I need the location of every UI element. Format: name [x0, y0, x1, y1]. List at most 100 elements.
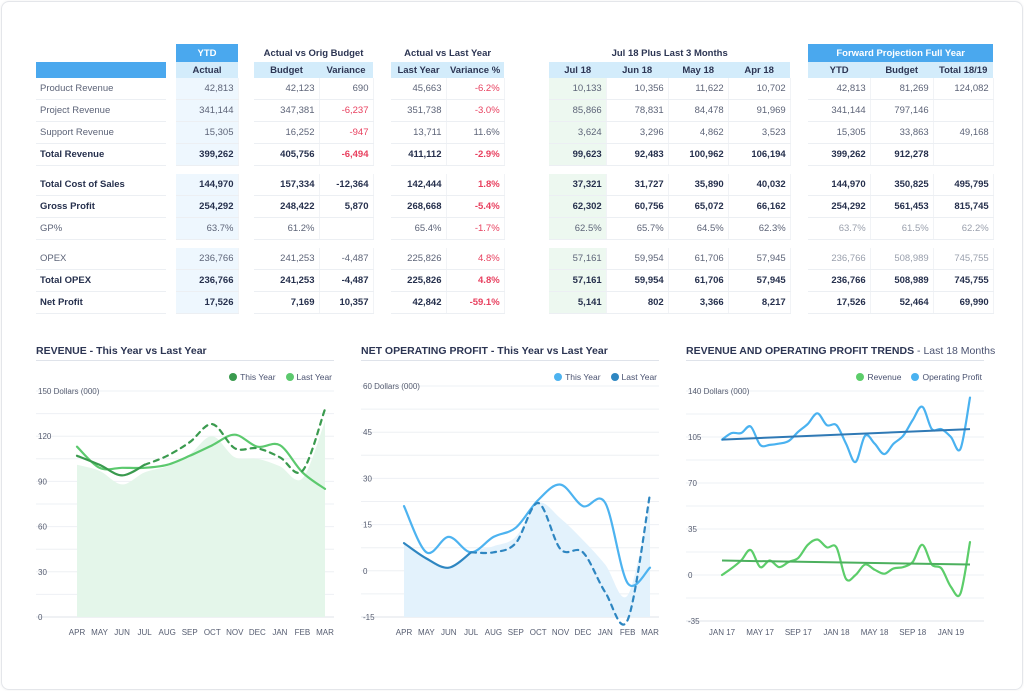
- table-cell: 64.5%: [668, 217, 729, 240]
- table-cell: 411,112: [391, 143, 447, 166]
- data-point: [806, 422, 810, 426]
- table-cell: 59,954: [606, 248, 669, 270]
- table-cell: [319, 217, 374, 240]
- row-label: Gross Profit: [36, 195, 166, 218]
- row-label: OPEX: [36, 248, 166, 270]
- table-cell: 62.2%: [933, 217, 994, 240]
- column-header: Budget: [870, 62, 934, 78]
- y-tick-label: 140 Dollars (000): [688, 387, 750, 396]
- data-point: [882, 572, 886, 576]
- table-cell: -2.9%: [446, 143, 505, 166]
- table-cell: 52,464: [870, 291, 934, 314]
- x-tick-label: OCT: [530, 628, 547, 637]
- table-cell: 92,483: [606, 143, 669, 166]
- legend-item[interactable]: This Year: [229, 372, 276, 382]
- data-point: [210, 443, 214, 447]
- data-point: [143, 463, 147, 467]
- legend-dot-icon: [285, 373, 294, 381]
- this-year-series: [402, 483, 652, 587]
- table-cell: 10,702: [728, 78, 791, 100]
- column-header: Budget: [254, 62, 319, 78]
- legend-dot-icon: [911, 373, 920, 381]
- table-cell: 45,663: [391, 78, 447, 100]
- table-cell: 8,217: [728, 291, 791, 314]
- area-series: [77, 421, 325, 617]
- data-point: [739, 431, 743, 435]
- data-point: [844, 442, 848, 446]
- data-point: [559, 483, 563, 487]
- table-cell: -5.4%: [446, 195, 505, 218]
- table-cell: 61.5%: [870, 217, 934, 240]
- table-cell: 15,305: [808, 121, 871, 144]
- table-cell: 10,133: [549, 78, 607, 100]
- x-tick-label: NOV: [552, 628, 570, 637]
- chart-svg: -35 0 35 70 105 140 Dollars (000) JAN 17 MAY 17…: [686, 387, 984, 637]
- data-point: [278, 443, 282, 447]
- data-point: [323, 487, 327, 491]
- y-tick-value: 30: [38, 568, 47, 577]
- legend-item[interactable]: Last Year: [610, 372, 657, 382]
- table-cell: 124,082: [933, 78, 994, 100]
- table-row: Net Profit 17,526 7,169 10,357 42,842 -59.1% 5…: [36, 291, 994, 314]
- table-cell: -6,494: [319, 143, 374, 166]
- x-tick-label: MAY 17: [746, 628, 774, 637]
- chart-svg: 0 30 60 90 120 150 Dollars (000) APR MAY JUN JUL A…: [36, 387, 334, 637]
- data-point: [255, 457, 259, 461]
- data-point: [749, 548, 753, 552]
- table-cell: 99,623: [549, 143, 607, 166]
- y-tick-label: 70: [688, 479, 697, 488]
- data-point: [402, 541, 406, 545]
- x-tick-label: MAY: [418, 628, 435, 637]
- table-cell: 59,954: [606, 269, 669, 292]
- legend-item[interactable]: Last Year: [285, 372, 332, 382]
- group-header: Actual vs Last Year: [404, 47, 492, 59]
- column-header: Jun 18: [606, 62, 669, 78]
- title-divider: [686, 360, 984, 361]
- legend-item[interactable]: Revenue: [856, 372, 901, 382]
- y-axis-label: Dollars (000): [374, 382, 420, 391]
- y-tick-label: 30: [38, 568, 47, 577]
- table-cell: 508,989: [870, 248, 934, 270]
- y-axis-label: Dollars (000): [54, 387, 100, 396]
- x-tick-label: SEP 18: [899, 628, 927, 637]
- table-row: Support Revenue 15,305 16,252 -947 13,711 11.…: [36, 121, 994, 144]
- table-cell: -1.7%: [446, 217, 505, 240]
- data-point: [749, 424, 753, 428]
- data-point: [603, 563, 607, 567]
- table-cell: 4.8%: [446, 248, 505, 270]
- data-point: [815, 538, 819, 542]
- title-divider: [36, 360, 334, 361]
- table-cell: 84,478: [668, 99, 729, 122]
- legend-item[interactable]: This Year: [554, 372, 601, 382]
- row-label: Support Revenue: [36, 121, 166, 144]
- y-axis-label: Dollars (000): [704, 387, 750, 396]
- data-point: [75, 454, 79, 458]
- table-cell: 4.8%: [446, 269, 505, 292]
- data-point: [626, 581, 630, 585]
- table-cell: 241,253: [254, 248, 320, 270]
- table-cell: 91,969: [728, 99, 791, 122]
- y-tick-value: 90: [38, 477, 47, 486]
- data-point: [834, 423, 838, 427]
- data-point: [892, 566, 896, 570]
- y-tick-value: -35: [688, 617, 700, 626]
- table-cell: 17,526: [808, 291, 871, 314]
- data-point: [920, 543, 924, 547]
- y-tick-label: 30: [363, 474, 372, 483]
- table-cell: 61,706: [668, 248, 729, 270]
- legend-item[interactable]: Operating Profit: [911, 372, 982, 382]
- table-row: Project Revenue 341,144 347,381 -6,237 351,7…: [36, 99, 994, 122]
- table-cell: 3,523: [728, 121, 791, 144]
- table-cell: 42,813: [808, 78, 871, 100]
- data-point: [648, 566, 652, 570]
- table-cell: [933, 143, 994, 166]
- table-cell: 508,989: [870, 269, 934, 292]
- table-cell: 16,252: [254, 121, 320, 144]
- last-year-series: [402, 542, 473, 569]
- x-tick-label: MAR: [641, 628, 659, 637]
- x-tick-label: JUN: [441, 628, 457, 637]
- x-tick-label: SEP: [182, 628, 198, 637]
- data-point: [300, 469, 304, 473]
- table-cell: 815,745: [933, 195, 994, 218]
- row-label: Net Profit: [36, 291, 166, 314]
